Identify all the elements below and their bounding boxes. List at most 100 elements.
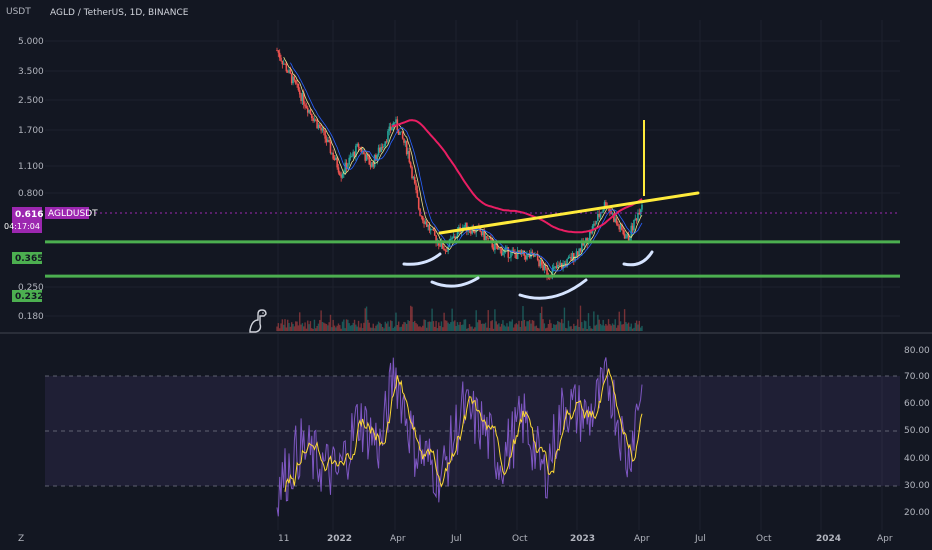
candle-body: [598, 214, 600, 217]
volume-bar: [369, 327, 372, 331]
volume-bar: [303, 326, 305, 331]
candle-body: [534, 254, 536, 257]
candle-body: [401, 131, 404, 139]
candle-body: [519, 250, 522, 254]
candle-body: [627, 234, 630, 241]
time-label-jul-2022: Jul: [450, 534, 462, 544]
candle-body: [433, 230, 436, 236]
volume-bar: [325, 323, 328, 331]
price-tag-countdown: 04:17:04: [4, 222, 40, 231]
volume-bar: [491, 320, 493, 331]
moving-averages: [283, 57, 643, 276]
volume-bar: [439, 325, 441, 331]
candle-body: [333, 158, 336, 160]
candle-body: [304, 104, 306, 107]
volume-bar: [621, 324, 623, 331]
candle-body: [555, 266, 558, 269]
volume-bar: [611, 323, 614, 331]
volume-bar: [367, 319, 369, 331]
right-shoulder-arc[interactable]: [622, 250, 654, 267]
level-tag-0365[interactable]: 0.365: [12, 252, 43, 264]
rsi-tick-30: 30.00: [904, 481, 930, 491]
time-label-2024: 2024: [816, 534, 841, 544]
volume-bar: [297, 325, 300, 331]
volume-bar: [320, 310, 322, 331]
candle-body: [363, 151, 365, 155]
price-tag[interactable]: 0.616 04:17:04 AGLDUSDT: [4, 207, 98, 233]
volume-bar: [396, 325, 399, 331]
candle-body: [318, 124, 321, 128]
rsi-axis[interactable]: 80.00 70.00 60.00 50.00 40.00 30.00 20.0…: [904, 346, 930, 518]
rsi-tick-40: 40.00: [904, 454, 930, 464]
volume-bar: [381, 326, 384, 331]
candle-body: [572, 253, 575, 261]
volume-bar: [300, 324, 302, 331]
candle-body: [480, 231, 483, 235]
level-tag-0232[interactable]: 0.232: [12, 290, 43, 302]
volume-bar: [328, 322, 330, 331]
volume-bar: [498, 323, 500, 331]
volume-bar: [419, 326, 421, 331]
volume-bar: [280, 323, 282, 331]
candle-body: [594, 223, 596, 225]
log-scale-toggle[interactable]: Z: [18, 534, 24, 544]
volume-bar: [512, 327, 515, 331]
rsi-tick-80: 80.00: [904, 346, 930, 356]
candle-body: [369, 164, 372, 167]
volume-bar: [416, 324, 419, 331]
volume-bar: [520, 320, 523, 331]
volume-bar: [323, 322, 325, 331]
volume-bars: [276, 305, 643, 331]
volume-bar: [443, 312, 445, 331]
left-shoulder-arc[interactable]: [402, 252, 442, 266]
candle-body: [302, 92, 305, 105]
volume-bar: [593, 311, 595, 331]
volume-bar: [447, 322, 449, 331]
rsi-tick-50: 50.00: [904, 426, 930, 436]
volume-bar: [530, 323, 532, 331]
candle-body: [314, 119, 317, 121]
volume-bar: [522, 306, 524, 331]
candle-body: [583, 241, 586, 246]
candle-body: [603, 202, 606, 210]
symbol-title[interactable]: AGLD / TetherUS, 1D, BINANCE: [50, 8, 189, 18]
volume-bar: [472, 328, 475, 331]
volume-bar: [539, 312, 542, 331]
volume-bar: [488, 327, 491, 331]
candle-body: [306, 107, 309, 113]
candle-body: [542, 264, 544, 271]
candle-body: [407, 151, 409, 155]
time-axis[interactable]: 11 2022 Apr Jul Oct 2023 Apr Jul Oct 202…: [278, 534, 893, 544]
candle-body: [384, 141, 387, 146]
volume-bar: [582, 328, 584, 331]
tradingview-dino-icon: [249, 309, 267, 333]
time-label-apr-2022: Apr: [390, 534, 406, 544]
volume-bar: [324, 323, 326, 331]
candle-body: [379, 147, 381, 152]
volume-bar: [589, 325, 591, 331]
volume-bar: [428, 321, 431, 331]
candle-body: [293, 76, 296, 81]
candle-body: [531, 251, 534, 253]
volume-bar: [514, 324, 516, 331]
volume-bar: [463, 319, 465, 331]
candle-body: [514, 251, 516, 254]
volume-bar: [311, 328, 313, 331]
volume-bar: [559, 322, 562, 331]
head-arc-left[interactable]: [430, 276, 480, 288]
volume-bar: [388, 326, 391, 331]
neckline[interactable]: [438, 191, 700, 235]
candle-body: [567, 257, 570, 260]
volume-bar: [606, 325, 608, 331]
price-axis[interactable]: USDT 5.000 3.500 2.500 1.700 1.100 0.800…: [6, 7, 44, 322]
volume-bar: [534, 326, 536, 331]
head-arc-bottom[interactable]: [518, 278, 588, 300]
volume-bar: [286, 319, 289, 331]
candle-body: [544, 264, 547, 269]
volume-bar: [581, 322, 583, 331]
candle-body: [290, 73, 293, 84]
volume-bar: [345, 319, 348, 331]
volume-bar: [595, 324, 598, 331]
volume-bar: [340, 328, 342, 331]
